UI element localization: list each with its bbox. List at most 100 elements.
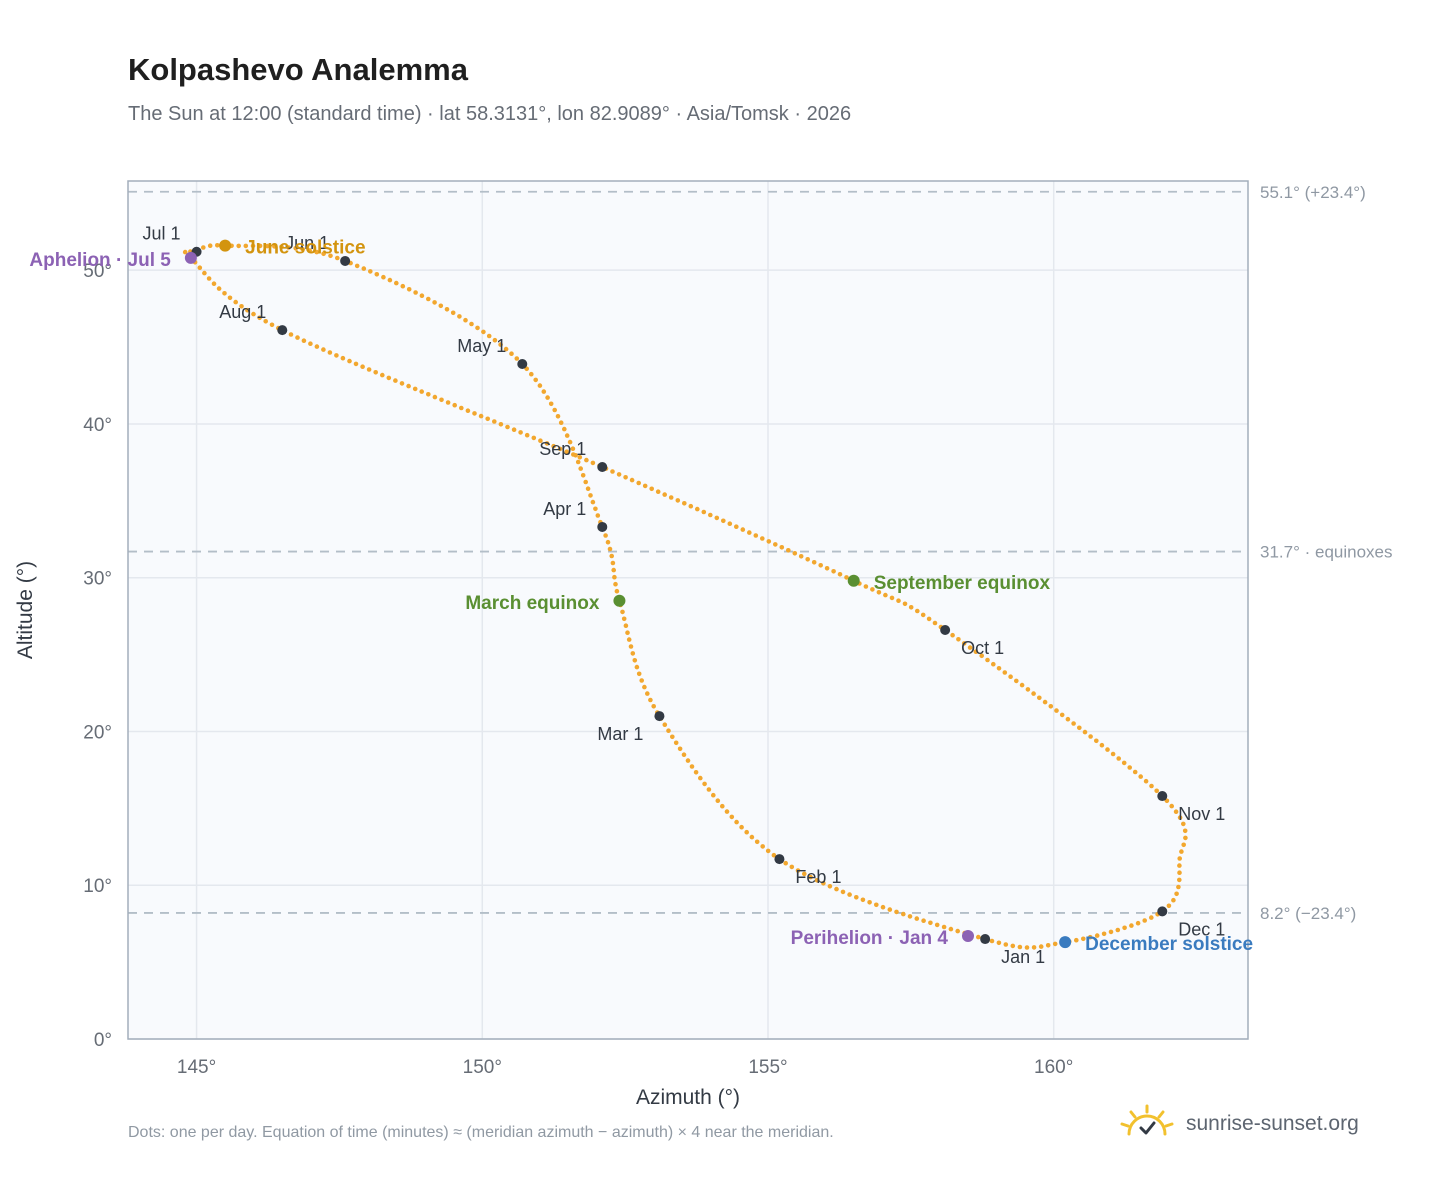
daily-dot	[740, 527, 746, 532]
daily-dot	[834, 886, 839, 892]
daily-dot	[1094, 933, 1100, 938]
daily-dot	[509, 351, 514, 357]
daily-dot	[1048, 704, 1054, 709]
daily-dot	[729, 814, 735, 820]
daily-dot	[518, 430, 523, 435]
daily-dot	[538, 438, 543, 444]
daily-dot	[1038, 944, 1044, 949]
daily-dot	[438, 303, 444, 309]
daily-dot	[612, 574, 617, 580]
month-marker	[340, 255, 351, 266]
grid-lines	[128, 181, 1248, 1040]
daily-dot	[1177, 856, 1182, 861]
daily-dot	[907, 914, 913, 919]
daily-dot	[955, 928, 960, 934]
daily-dot	[584, 457, 589, 463]
daily-dot	[698, 775, 703, 781]
daily-dot	[1149, 783, 1154, 789]
daily-dot	[492, 337, 498, 343]
daily-dot	[580, 473, 586, 478]
daily-dot	[1177, 870, 1182, 875]
daily-dot	[739, 824, 744, 830]
daily-dot	[628, 644, 634, 649]
daily-dot	[693, 770, 699, 775]
daily-dot	[1019, 682, 1025, 688]
month-label: Nov 1	[1178, 804, 1225, 824]
daily-dot	[1025, 687, 1031, 692]
daily-dot	[894, 909, 899, 915]
daily-dot	[610, 560, 616, 566]
daily-dot	[1082, 729, 1088, 735]
daily-dot	[1135, 920, 1141, 926]
brand[interactable]: sunrise-sunset.org	[1118, 1104, 1359, 1144]
daily-dot	[824, 566, 830, 571]
daily-dot	[792, 551, 798, 556]
daily-dot	[1087, 934, 1093, 940]
daily-dot	[211, 281, 217, 287]
daily-dot	[439, 397, 444, 403]
daily-dot	[251, 311, 256, 317]
daily-dot	[623, 623, 629, 628]
daily-dot	[1154, 788, 1159, 794]
daily-dot	[914, 916, 920, 921]
daily-dot	[366, 367, 372, 372]
y-tick-label: 20°	[83, 722, 112, 743]
daily-dot	[353, 361, 359, 367]
daily-dot	[996, 666, 1002, 671]
daily-dot	[973, 649, 979, 654]
daily-dot	[1059, 712, 1065, 718]
daily-dot	[529, 371, 534, 377]
daily-dot	[1071, 721, 1076, 726]
daily-dot	[991, 661, 996, 667]
daily-dot	[215, 243, 220, 248]
daily-dot	[814, 878, 820, 883]
daily-dot	[928, 920, 933, 926]
chart-subtitle: The Sun at 12:00 (standard time) · lat 5…	[128, 103, 852, 125]
event-label: June solstice	[245, 238, 365, 259]
daily-dot	[837, 572, 843, 577]
daily-dot	[773, 542, 778, 547]
daily-dot	[578, 466, 583, 471]
daily-dot	[711, 792, 716, 798]
daily-dot	[564, 449, 569, 455]
daily-dot	[263, 319, 269, 324]
daily-dot	[1183, 835, 1188, 841]
daily-dot	[961, 641, 967, 646]
daily-dot	[206, 276, 212, 281]
daily-dot	[393, 378, 398, 383]
daily-dot	[765, 848, 771, 854]
daily-dot	[558, 420, 564, 426]
daily-dot	[286, 245, 291, 250]
daily-dot	[1179, 849, 1184, 854]
daily-dot	[883, 592, 888, 598]
daily-dot	[720, 803, 725, 809]
daily-dot	[783, 860, 788, 866]
daily-dot	[432, 300, 437, 305]
daily-dot	[472, 411, 477, 416]
daily-dot	[503, 346, 509, 352]
y-tick-label: 40°	[83, 415, 112, 436]
daily-dot	[747, 530, 752, 535]
daily-dot	[715, 798, 721, 803]
daily-dot	[1024, 945, 1030, 950]
daily-dot	[1121, 760, 1127, 766]
daily-dot	[469, 321, 474, 327]
daily-dot	[590, 460, 596, 466]
daily-dot	[272, 244, 277, 249]
daily-dot	[932, 620, 938, 626]
daily-dot	[874, 902, 879, 908]
daily-dot	[386, 375, 392, 381]
daily-dot	[202, 270, 207, 276]
month-label: Feb 1	[795, 867, 841, 887]
daily-dot	[1176, 884, 1181, 890]
daily-dot	[754, 839, 760, 845]
daily-dot	[734, 819, 739, 825]
daily-dot	[863, 584, 869, 589]
daily-dot	[847, 892, 852, 897]
daily-dot	[702, 781, 707, 787]
daily-dot	[533, 377, 538, 383]
daily-dot	[1101, 931, 1107, 937]
month-marker	[597, 521, 608, 532]
daily-dot	[766, 539, 772, 544]
